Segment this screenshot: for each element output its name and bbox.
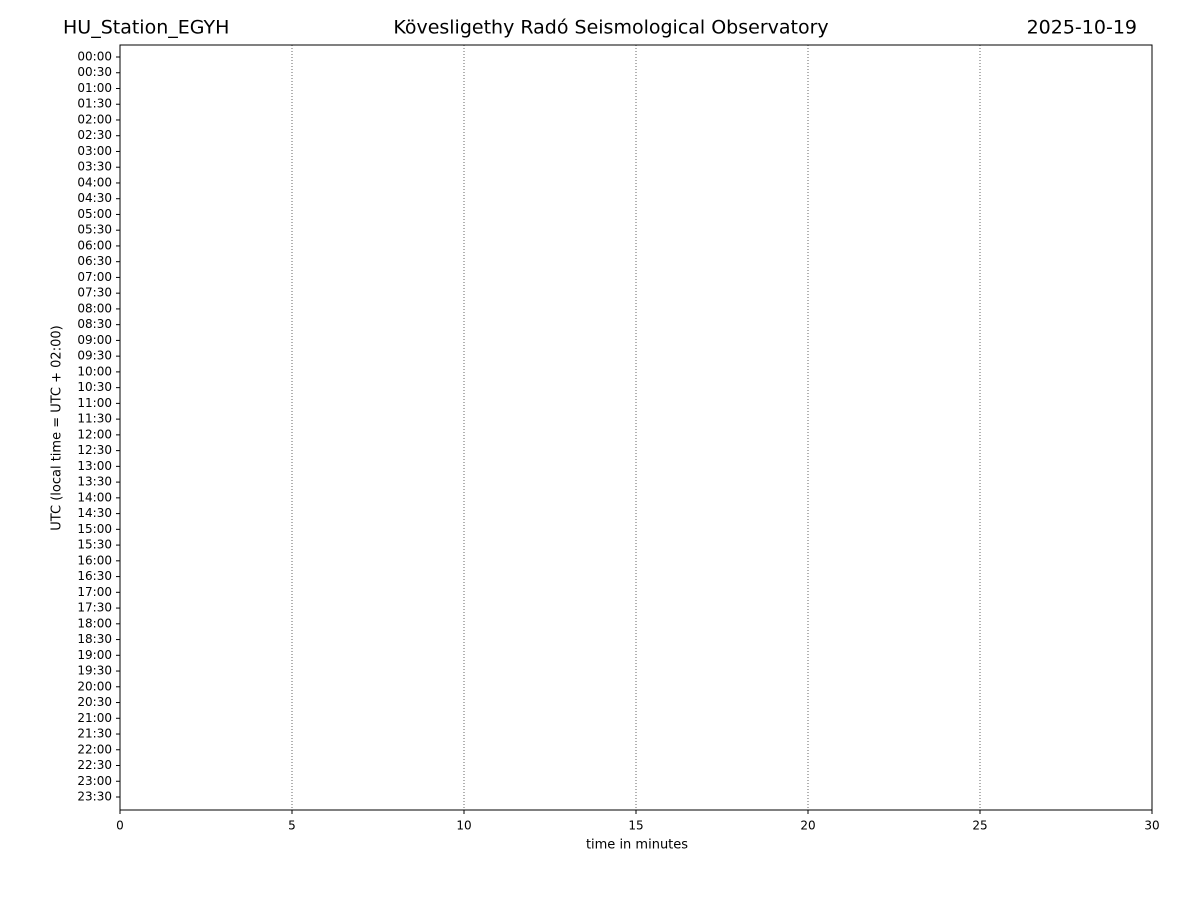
y-tick-label: 07:30 — [77, 286, 112, 300]
y-tick-label: 13:30 — [77, 475, 112, 489]
y-tick-label: 19:30 — [77, 664, 112, 678]
x-tick-label: 25 — [972, 819, 987, 833]
y-tick-label: 11:30 — [77, 412, 112, 426]
y-tick-label: 14:00 — [77, 490, 112, 504]
x-axis-label: time in minutes — [586, 838, 688, 853]
y-tick-label: 16:30 — [77, 569, 112, 583]
x-tick-label: 20 — [800, 819, 815, 833]
y-tick-label: 15:00 — [77, 522, 112, 536]
x-tick-label: 30 — [1144, 819, 1159, 833]
y-tick-label: 01:00 — [77, 81, 112, 95]
y-tick-label: 17:00 — [77, 585, 112, 599]
y-tick-label: 03:30 — [77, 160, 112, 174]
y-tick-label: 18:30 — [77, 632, 112, 646]
y-tick-label: 17:30 — [77, 601, 112, 615]
y-tick-label: 21:00 — [77, 711, 112, 725]
y-axis-label: UTC (local time = UTC + 02:00) — [50, 325, 65, 530]
y-tick-label: 16:00 — [77, 553, 112, 567]
y-tick-label: 06:00 — [77, 238, 112, 252]
y-tick-label: 00:30 — [77, 65, 112, 79]
y-tick-label: 06:30 — [77, 254, 112, 268]
y-tick-label: 05:30 — [77, 223, 112, 237]
axes-frame — [119, 44, 1153, 811]
y-tick-label: 10:00 — [77, 364, 112, 378]
y-tick-label: 23:30 — [77, 790, 112, 804]
y-tick-label: 05:00 — [77, 207, 112, 221]
chart-title: Kövesligethy Radó Seismological Observat… — [393, 17, 828, 39]
y-tick-label: 09:30 — [77, 349, 112, 363]
y-tick-label: 22:30 — [77, 758, 112, 772]
y-tick-label: 12:30 — [77, 443, 112, 457]
y-tick-label: 09:00 — [77, 333, 112, 347]
y-tick-label: 07:00 — [77, 270, 112, 284]
y-tick-label: 22:00 — [77, 742, 112, 756]
y-tick-label: 20:00 — [77, 679, 112, 693]
y-tick-label: 21:30 — [77, 727, 112, 741]
y-tick-label: 13:00 — [77, 459, 112, 473]
y-tick-label: 19:00 — [77, 648, 112, 662]
y-tick-label: 12:00 — [77, 427, 112, 441]
y-tick-label: 03:00 — [77, 144, 112, 158]
y-tick-label: 14:30 — [77, 506, 112, 520]
y-tick-label: 02:00 — [77, 112, 112, 126]
y-tick-label: 20:30 — [77, 695, 112, 709]
y-tick-label: 15:30 — [77, 538, 112, 552]
y-tick-label: 08:00 — [77, 301, 112, 315]
y-tick-label: 04:30 — [77, 191, 112, 205]
y-tick-label: 18:00 — [77, 616, 112, 630]
y-tick-label: 23:00 — [77, 774, 112, 788]
y-tick-label: 02:30 — [77, 128, 112, 142]
y-tick-label: 10:30 — [77, 380, 112, 394]
y-tick-label: 08:30 — [77, 317, 112, 331]
x-tick-label: 5 — [288, 819, 296, 833]
x-tick-label: 15 — [628, 819, 643, 833]
y-tick-label: 11:00 — [77, 396, 112, 410]
y-tick-label: 00:00 — [77, 50, 112, 64]
chart-date: 2025-10-19 — [1027, 17, 1137, 39]
x-tick-label: 10 — [456, 819, 471, 833]
x-tick-label: 0 — [116, 819, 124, 833]
station-name: HU_Station_EGYH — [63, 17, 229, 39]
y-tick-label: 04:00 — [77, 175, 112, 189]
y-tick-label: 01:30 — [77, 97, 112, 111]
